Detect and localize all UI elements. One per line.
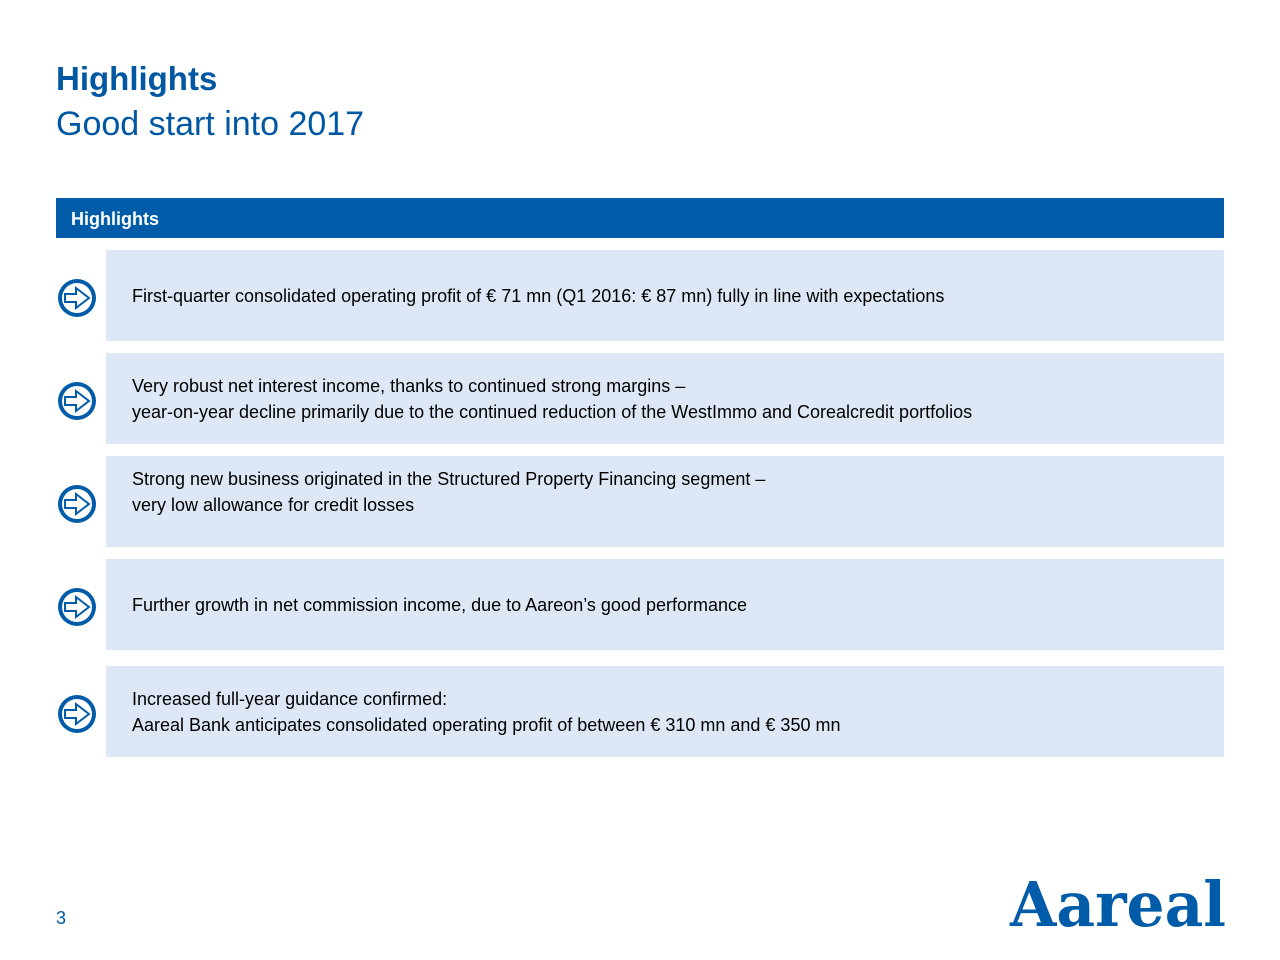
arrow-right-icon: [58, 695, 96, 733]
section-header-label: Highlights: [71, 209, 159, 229]
highlight-text: Further growth in net commission income,…: [132, 559, 1212, 650]
page-subtitle: Good start into 2017: [56, 105, 365, 143]
arrow-right-icon: [58, 279, 96, 317]
highlight-item: First-quarter consolidated operating pro…: [56, 250, 1224, 341]
highlight-line-1: First-quarter consolidated operating pro…: [132, 285, 945, 306]
highlight-line-1: Very robust net interest income, thanks …: [132, 375, 686, 396]
highlight-line-2: Aareal Bank anticipates consolidated ope…: [132, 714, 841, 735]
arrow-right-icon: [58, 382, 96, 420]
highlight-box: [106, 559, 1224, 650]
highlight-item: Further growth in net commission income,…: [56, 559, 1224, 650]
highlight-line-1: Increased full-year guidance confirmed:: [132, 688, 448, 709]
page-number: 3: [56, 908, 67, 928]
highlight-line-1: Strong new business originated in the St…: [132, 468, 766, 489]
highlight-box: [106, 456, 1224, 547]
highlight-line-2: very low allowance for credit losses: [132, 494, 415, 515]
highlight-line-1: Further growth in net commission income,…: [132, 594, 747, 615]
logo-wordmark: Aareal: [1009, 870, 1226, 934]
highlight-text: Strong new business originated in the St…: [132, 446, 1212, 537]
arrow-right-icon: [58, 485, 96, 523]
aareal-logo: Aareal: [1009, 870, 1226, 934]
highlight-item: Very robust net interest income, thanks …: [56, 353, 1224, 444]
arrow-right-icon: [58, 588, 96, 626]
highlight-item: Increased full-year guidance confirmed: …: [56, 666, 1224, 757]
highlight-item: Strong new business originated in the St…: [56, 456, 1224, 547]
highlight-text: Increased full-year guidance confirmed: …: [132, 666, 1212, 757]
section-header-bar: Highlights: [56, 198, 1224, 238]
highlight-box: [106, 250, 1224, 341]
highlight-text: Very robust net interest income, thanks …: [132, 353, 1212, 444]
highlight-box: [106, 666, 1224, 757]
highlight-line-2: year-on-year decline primarily due to th…: [132, 401, 973, 422]
page-title: Highlights: [56, 60, 218, 97]
highlight-text: First-quarter consolidated operating pro…: [132, 250, 1212, 341]
highlight-box: [106, 353, 1224, 444]
